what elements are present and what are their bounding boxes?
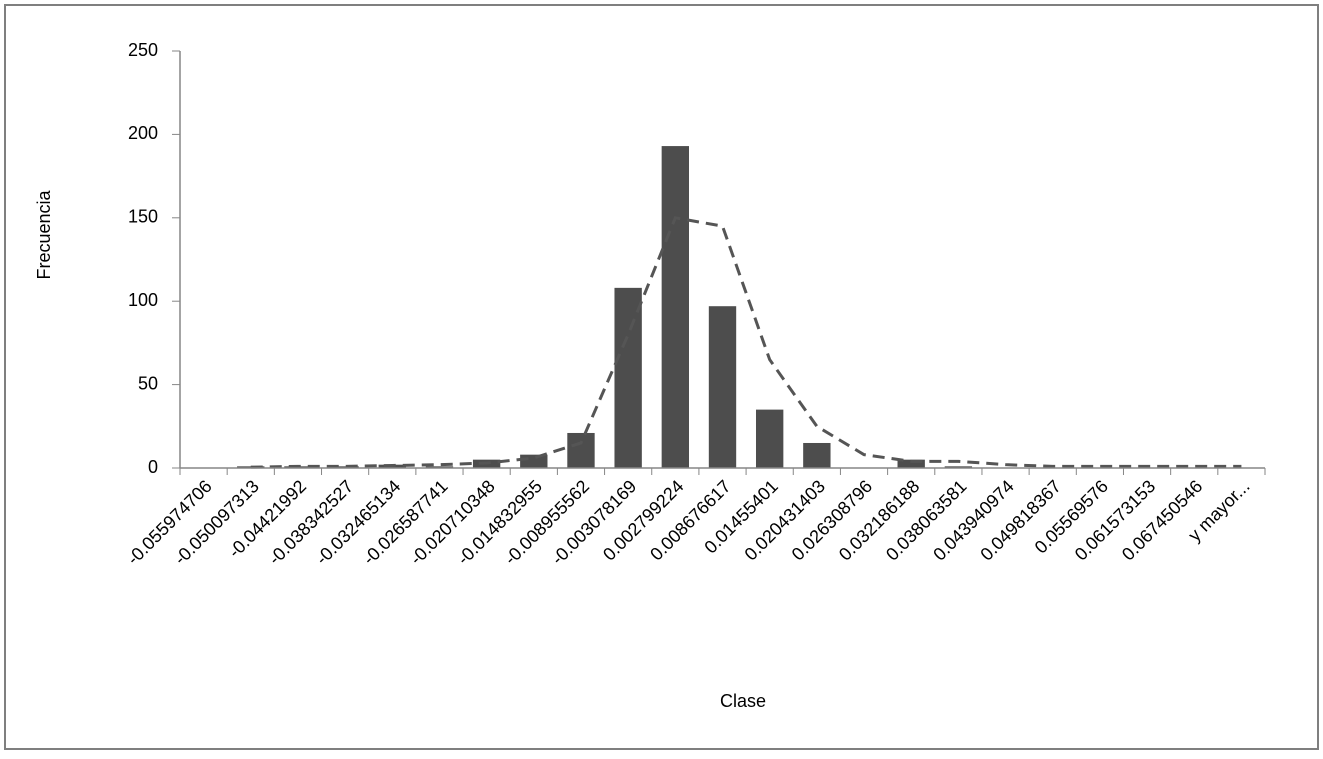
y-tick-label: 50 (138, 373, 158, 393)
y-tick-label: 200 (128, 123, 158, 143)
bar (803, 442, 831, 468)
y-axis-label: Frecuencia (34, 189, 54, 279)
y-tick-label: 150 (128, 207, 158, 227)
bar (661, 146, 690, 469)
chart-border (4, 4, 1319, 750)
bar (897, 459, 925, 468)
y-tick-label: 100 (128, 290, 158, 310)
bar (331, 466, 359, 468)
y-tick-label: 250 (128, 40, 158, 60)
bar (944, 466, 973, 468)
bar (755, 409, 784, 468)
bar (425, 466, 454, 468)
bar (520, 454, 548, 468)
bar (708, 306, 737, 468)
x-axis-label: Clase (720, 691, 766, 711)
y-tick-label: 0 (148, 457, 158, 477)
bar (567, 432, 595, 468)
bar (237, 466, 265, 468)
bar (614, 287, 642, 468)
trend-line (250, 216, 1242, 469)
